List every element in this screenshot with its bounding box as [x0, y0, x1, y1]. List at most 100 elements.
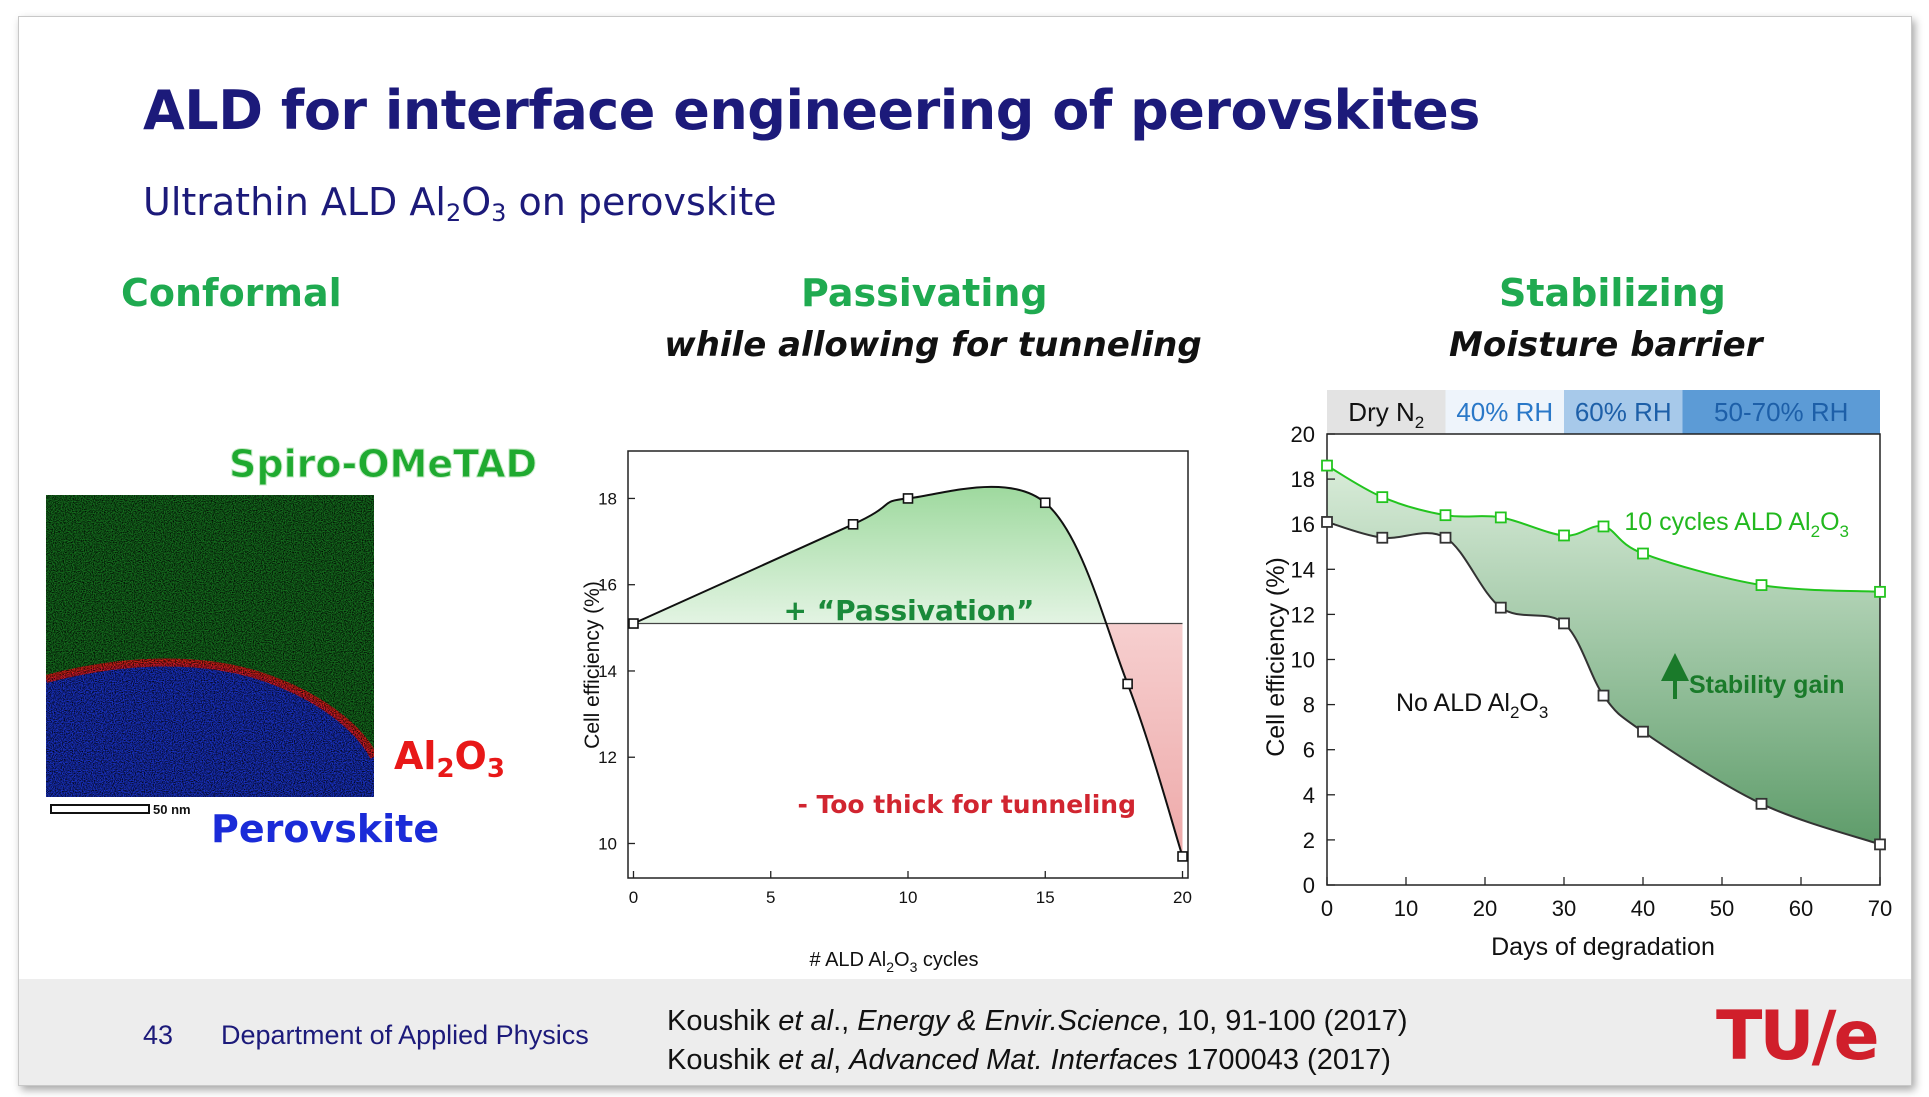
y-tick-label: 14	[1291, 557, 1315, 582]
data-point	[902, 493, 914, 504]
ref-etal: et al	[778, 1044, 834, 1076]
y-tick-label: 18	[1291, 467, 1315, 492]
data-point	[1874, 838, 1886, 851]
data-point	[1874, 585, 1886, 598]
data-points	[1321, 459, 1886, 851]
tem-image: 50 nm Spiro-OMeTAD Al2O3 Perovskite	[46, 442, 538, 851]
label-al2o3-sub: 2	[436, 754, 454, 784]
humidity-band	[1327, 390, 1446, 434]
subtitle-sub: 3	[491, 199, 507, 227]
series-label-sub: 2	[1811, 522, 1820, 541]
department-name: Department of Applied Physics	[221, 1020, 589, 1050]
data-point	[1558, 529, 1570, 542]
y-tick-label: 2	[1303, 828, 1315, 853]
tem-noise	[46, 495, 374, 797]
series-line-no-ald	[1326, 520, 1881, 846]
ref-sep: ,	[833, 1044, 850, 1076]
reference-1: Koushik et al., Energy & Envir.Science, …	[667, 1005, 1407, 1038]
humidity-band-label: 40% RH	[1456, 397, 1553, 427]
series-label-sub: 3	[1539, 703, 1548, 722]
ref-etal: et al	[778, 1005, 834, 1037]
x-tick-label: 15	[1036, 888, 1055, 907]
data-point	[1494, 511, 1507, 524]
label-perovskite: Perovskite	[211, 807, 439, 851]
data-point	[1637, 725, 1649, 738]
y-tick-label: 10	[1291, 648, 1315, 673]
humidity-band-label: 60% RH	[1575, 397, 1672, 427]
data-point	[1376, 531, 1389, 544]
series-label-sub: 3	[1840, 522, 1849, 541]
data-point	[1177, 851, 1188, 862]
heading-stabilizing: Stabilizing	[1499, 271, 1726, 315]
data-point	[1597, 689, 1610, 702]
y-tick-label: 4	[1303, 783, 1315, 808]
y-tick-label: 0	[1303, 873, 1315, 898]
slide: ALD for interface engineering of perovsk…	[18, 16, 1912, 1086]
stability-gain-area	[1327, 465, 1880, 845]
humidity-band-label-text: 40% RH	[1456, 397, 1553, 427]
data-point	[1122, 678, 1133, 690]
ref-journal: Advanced Mat. Interfaces	[849, 1044, 1179, 1076]
y-tick-label: 8	[1303, 693, 1315, 718]
heading-conformal: Conformal	[121, 271, 342, 315]
y-tick-label: 20	[1291, 422, 1315, 447]
annotation-too-thick: - Too thick for tunneling	[797, 790, 1136, 819]
label-spiro: Spiro-OMeTAD	[229, 442, 537, 486]
x-axis-label-text: O	[894, 949, 910, 971]
x-tick-label: 20	[1473, 896, 1497, 921]
reference-2: Koushik et al, Advanced Mat. Interfaces …	[667, 1044, 1391, 1077]
x-axis-label-sub: 3	[910, 959, 918, 975]
data-point	[1439, 509, 1452, 522]
data-point	[847, 519, 859, 530]
humidity-band-label-text: Dry N	[1348, 397, 1414, 427]
humidity-band	[1682, 390, 1880, 434]
x-axis-label: Days of degradation	[1491, 933, 1715, 961]
ref-journal: Energy & Envir.Science	[857, 1005, 1161, 1037]
humidity-band-label: Dry N2	[1348, 397, 1424, 432]
axis-ticks: 0 5 10 15 20 10 12 14 16 18	[598, 489, 1192, 907]
humidity-band-label-sub: 2	[1415, 413, 1424, 432]
annotation-stability-gain: Stability gain	[1689, 671, 1845, 699]
passivation-gain-area	[633, 486, 1107, 624]
chart-passivation: 0 5 10 15 20 10 12 14 16 18 + “Passivation” - Too…	[581, 450, 1192, 975]
label-al2o3-sub: 3	[487, 754, 505, 784]
x-tick-label: 0	[1321, 896, 1333, 921]
x-axis-label-text: # ALD Al	[810, 949, 887, 971]
x-tick-label: 20	[1173, 888, 1192, 907]
data-point	[1558, 617, 1570, 630]
y-tick-label: 16	[1291, 512, 1315, 537]
y-tick-label: 12	[1291, 602, 1315, 627]
tunneling-loss-area	[1107, 623, 1183, 857]
scale-bar-label: 50 nm	[153, 802, 191, 817]
y-tick-label: 6	[1303, 738, 1315, 763]
subtitle-text: Ultrathin ALD Al	[143, 180, 446, 224]
label-al2o3-text: O	[455, 734, 487, 778]
series-label-ald: 10 cycles ALD Al2O3	[1624, 508, 1849, 541]
x-tick-label: 60	[1789, 896, 1813, 921]
label-al2o3: Al2O3	[394, 734, 505, 784]
series-label-text: O	[1820, 508, 1839, 536]
x-axis-label-text: cycles	[917, 949, 978, 971]
data-point	[1321, 516, 1333, 528]
ref-sep: .,	[833, 1005, 858, 1037]
x-tick-label: 40	[1631, 896, 1655, 921]
footer-bar	[19, 979, 1911, 1085]
slide-title: ALD for interface engineering of perovsk…	[143, 79, 1480, 142]
tue-logo: TU/e	[1716, 997, 1880, 1076]
humidity-condition-bands: Dry N2 40% RH 60% RH 50-70% RH	[1327, 390, 1880, 434]
data-point	[628, 618, 639, 629]
ref-author: Koushik	[667, 1044, 779, 1076]
series-label-sub: 2	[1510, 703, 1519, 722]
series-label-no-ald: No ALD Al2O3	[1396, 689, 1548, 722]
slide-subtitle: Ultrathin ALD Al2O3 on perovskite	[143, 180, 777, 227]
label-al2o3-text: Al	[394, 734, 436, 778]
x-tick-label: 30	[1552, 896, 1576, 921]
data-point	[1039, 497, 1051, 509]
series-label-text: 10 cycles ALD Al	[1624, 508, 1810, 536]
x-tick-label: 50	[1710, 896, 1734, 921]
humidity-band-label: 50-70% RH	[1714, 397, 1848, 427]
figure-canvas: 50 nm Spiro-OMeTAD Al2O3 Perovskite 0 5 10…	[46, 390, 1892, 975]
y-tick-label: 10	[598, 834, 617, 853]
subtitle-text: O	[461, 180, 492, 224]
subheading-passivating: while allowing for tunneling	[664, 325, 1202, 365]
